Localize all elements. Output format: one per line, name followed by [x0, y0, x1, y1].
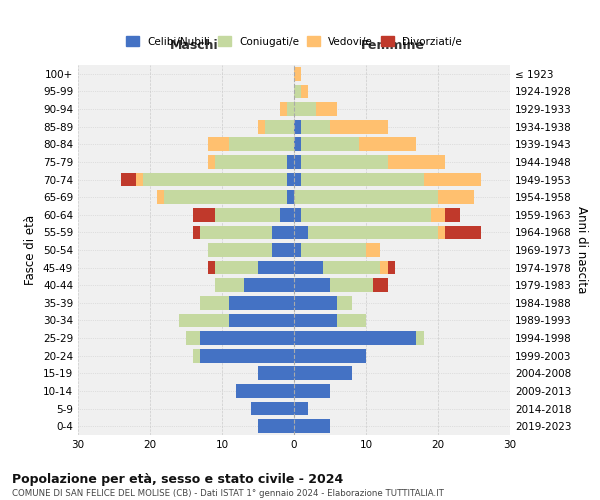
Bar: [301, 208, 431, 222]
Bar: [215, 278, 244, 292]
Bar: [208, 243, 272, 257]
Bar: [294, 138, 301, 151]
Bar: [229, 138, 294, 151]
Bar: [193, 208, 215, 222]
Bar: [179, 314, 229, 328]
Bar: [416, 331, 424, 345]
Bar: [136, 172, 143, 186]
Bar: [236, 384, 294, 398]
Bar: [316, 102, 337, 116]
Bar: [337, 296, 352, 310]
Bar: [301, 84, 308, 98]
Bar: [280, 102, 287, 116]
Bar: [186, 331, 200, 345]
Bar: [294, 402, 308, 415]
Bar: [200, 349, 294, 362]
Y-axis label: Fasce di età: Fasce di età: [25, 215, 37, 285]
Bar: [200, 331, 294, 345]
Bar: [294, 120, 301, 134]
Bar: [258, 120, 265, 134]
Bar: [200, 296, 229, 310]
Bar: [294, 155, 301, 169]
Bar: [445, 226, 481, 239]
Bar: [294, 331, 416, 345]
Bar: [294, 67, 301, 80]
Bar: [424, 172, 481, 186]
Bar: [251, 402, 294, 415]
Bar: [431, 208, 445, 222]
Bar: [323, 260, 380, 274]
Bar: [215, 208, 280, 222]
Bar: [294, 190, 438, 204]
Bar: [258, 260, 294, 274]
Bar: [229, 314, 294, 328]
Bar: [388, 155, 445, 169]
Text: COMUNE DI SAN FELICE DEL MOLISE (CB) - Dati ISTAT 1° gennaio 2024 - Elaborazione: COMUNE DI SAN FELICE DEL MOLISE (CB) - D…: [12, 489, 444, 498]
Bar: [287, 102, 294, 116]
Bar: [121, 172, 136, 186]
Text: Popolazione per età, sesso e stato civile - 2024: Popolazione per età, sesso e stato civil…: [12, 472, 343, 486]
Bar: [280, 208, 294, 222]
Bar: [287, 190, 294, 204]
Y-axis label: Anni di nascita: Anni di nascita: [575, 206, 588, 294]
Bar: [294, 314, 337, 328]
Bar: [143, 172, 287, 186]
Bar: [301, 155, 388, 169]
Bar: [229, 296, 294, 310]
Bar: [208, 155, 215, 169]
Bar: [388, 260, 395, 274]
Bar: [337, 314, 366, 328]
Text: Maschi: Maschi: [170, 39, 219, 52]
Text: Femmine: Femmine: [361, 39, 425, 52]
Bar: [157, 190, 164, 204]
Bar: [366, 243, 380, 257]
Bar: [301, 120, 330, 134]
Bar: [294, 172, 301, 186]
Bar: [200, 226, 272, 239]
Bar: [294, 226, 308, 239]
Bar: [294, 84, 301, 98]
Bar: [294, 384, 330, 398]
Bar: [294, 278, 330, 292]
Bar: [193, 349, 200, 362]
Bar: [294, 208, 301, 222]
Bar: [308, 226, 438, 239]
Bar: [258, 420, 294, 433]
Bar: [208, 138, 229, 151]
Bar: [244, 278, 294, 292]
Bar: [287, 172, 294, 186]
Bar: [294, 243, 301, 257]
Bar: [294, 102, 316, 116]
Bar: [330, 120, 388, 134]
Bar: [373, 278, 388, 292]
Bar: [294, 296, 337, 310]
Bar: [265, 120, 294, 134]
Bar: [294, 260, 323, 274]
Legend: Celibi/Nubili, Coniugati/e, Vedovi/e, Divorziati/e: Celibi/Nubili, Coniugati/e, Vedovi/e, Di…: [123, 33, 465, 50]
Bar: [330, 278, 373, 292]
Bar: [301, 138, 359, 151]
Bar: [272, 226, 294, 239]
Bar: [438, 190, 474, 204]
Bar: [258, 366, 294, 380]
Bar: [380, 260, 388, 274]
Bar: [193, 226, 200, 239]
Bar: [215, 260, 258, 274]
Bar: [294, 349, 366, 362]
Bar: [208, 260, 215, 274]
Bar: [294, 420, 330, 433]
Bar: [294, 366, 352, 380]
Bar: [215, 155, 287, 169]
Bar: [301, 172, 424, 186]
Bar: [301, 243, 366, 257]
Bar: [359, 138, 416, 151]
Bar: [438, 226, 445, 239]
Bar: [445, 208, 460, 222]
Bar: [164, 190, 287, 204]
Bar: [287, 155, 294, 169]
Bar: [272, 243, 294, 257]
